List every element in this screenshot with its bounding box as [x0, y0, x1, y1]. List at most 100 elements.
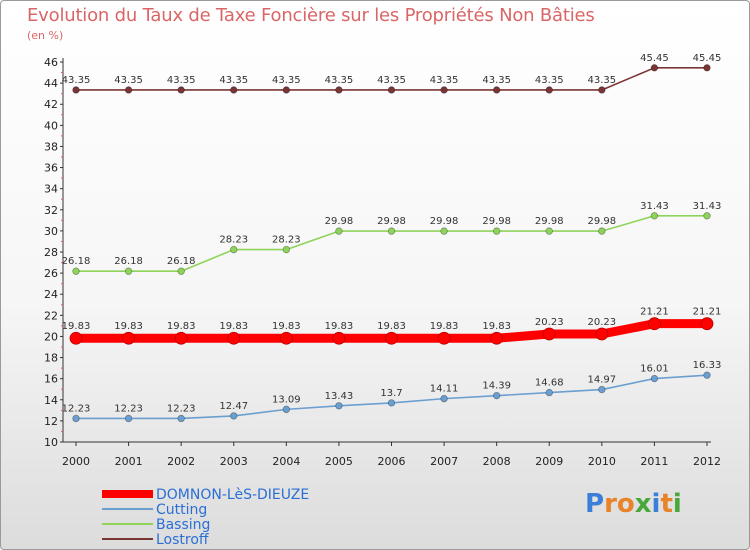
y-tick-label: 38 — [44, 140, 58, 153]
data-point — [598, 227, 606, 235]
y-tick-label: 42 — [44, 98, 58, 111]
data-point — [72, 267, 80, 275]
x-tick-label: 2009 — [535, 455, 563, 468]
legend-label: Cutting — [156, 502, 207, 518]
data-label: 28.23 — [219, 235, 248, 246]
data-point — [492, 86, 501, 94]
x-tick-label: 2004 — [272, 455, 300, 468]
y-tick-label: 34 — [44, 183, 58, 196]
data-label: 13.43 — [325, 391, 354, 402]
data-label: 43.35 — [219, 75, 248, 86]
x-tick-label: 2007 — [430, 455, 458, 468]
data-point — [230, 86, 238, 94]
data-label: 43.35 — [272, 75, 301, 86]
data-label: 45.45 — [640, 53, 669, 64]
data-point — [387, 399, 396, 407]
chart-title: Evolution du Taux de Taxe Foncière sur l… — [27, 5, 595, 26]
logo-letter: i — [672, 489, 682, 519]
data-point — [703, 64, 711, 72]
data-point — [598, 385, 606, 394]
data-label: 14.39 — [482, 381, 511, 392]
x-tick-label: 2002 — [167, 455, 195, 468]
data-point — [650, 374, 659, 383]
logo-letter: x — [634, 489, 652, 519]
logo-letter: t — [660, 489, 673, 519]
data-label: 43.35 — [325, 75, 354, 86]
data-label: 19.83 — [114, 321, 143, 332]
data-point — [650, 64, 659, 72]
y-tick-label: 18 — [44, 352, 58, 365]
data-label: 13.7 — [380, 388, 402, 399]
data-point — [387, 227, 396, 235]
data-label: 19.83 — [272, 321, 301, 332]
data-point — [174, 331, 188, 345]
data-point — [598, 86, 606, 94]
data-point — [703, 371, 711, 379]
data-point — [177, 267, 185, 275]
data-label: 43.35 — [62, 75, 91, 86]
data-label: 26.18 — [167, 256, 196, 267]
data-label: 43.35 — [482, 75, 511, 86]
data-label: 19.83 — [167, 321, 196, 332]
y-tick-label: 22 — [44, 309, 58, 322]
data-point — [440, 394, 448, 403]
data-label: 31.43 — [640, 201, 669, 212]
data-label: 19.83 — [482, 321, 511, 332]
data-label: 12.23 — [114, 403, 143, 414]
data-label: 29.98 — [588, 216, 617, 227]
logo-letter: P — [585, 489, 605, 519]
data-point — [279, 331, 293, 345]
data-point — [122, 331, 135, 345]
x-tick-label: 2001 — [115, 455, 143, 468]
x-tick-label: 2003 — [220, 455, 248, 468]
data-point — [335, 402, 343, 410]
data-point — [387, 86, 396, 94]
data-label: 31.43 — [693, 201, 722, 212]
y-tick-label: 32 — [44, 204, 58, 217]
data-point — [282, 86, 291, 94]
legend-label: Lostroff — [156, 532, 209, 548]
data-point — [335, 86, 343, 94]
x-tick-label: 2010 — [588, 455, 616, 468]
data-point — [703, 212, 711, 220]
data-point — [545, 388, 553, 397]
data-point — [124, 414, 133, 423]
data-point — [230, 245, 238, 254]
data-point — [545, 227, 553, 235]
y-tick-label: 12 — [44, 415, 58, 428]
logo-letter: i — [651, 489, 661, 519]
data-label: 19.83 — [62, 321, 91, 332]
data-point — [595, 327, 609, 341]
axes: 10 12 14 16 18 20 22 24 26 28 30 32 34 36 38 40 42 44 46 20… — [44, 56, 721, 468]
series-2: 26.18 26.18 26.18 28.23 28.23 29.98 29.98 29.98… — [62, 201, 722, 275]
data-label: 20.23 — [535, 317, 564, 328]
data-label: 43.35 — [114, 75, 143, 86]
data-label: 43.35 — [377, 75, 406, 86]
data-point — [650, 212, 659, 220]
data-label: 26.18 — [114, 256, 143, 267]
data-label: 43.35 — [430, 75, 459, 86]
data-point — [542, 327, 556, 341]
data-label: 19.83 — [377, 321, 406, 332]
data-label: 14.68 — [535, 378, 564, 389]
data-label: 43.35 — [588, 75, 617, 86]
data-point — [227, 331, 241, 345]
y-tick-label: 46 — [44, 56, 58, 69]
data-point — [332, 331, 346, 345]
data-point — [124, 86, 133, 94]
data-label: 12.23 — [62, 403, 91, 414]
data-label: 14.97 — [588, 375, 617, 386]
data-point — [282, 245, 291, 254]
data-label: 19.83 — [430, 321, 459, 332]
data-point — [385, 331, 398, 345]
data-point — [440, 227, 448, 235]
data-label: 13.09 — [272, 394, 301, 405]
data-label: 29.98 — [325, 216, 354, 227]
proxiti-logo: Proxiti — [585, 489, 682, 519]
y-tick-label: 30 — [44, 225, 58, 238]
series-0: 19.83 19.83 19.83 19.83 19.83 19.83 19.83 19.83… — [62, 307, 721, 345]
y-tick-label: 36 — [44, 162, 58, 175]
